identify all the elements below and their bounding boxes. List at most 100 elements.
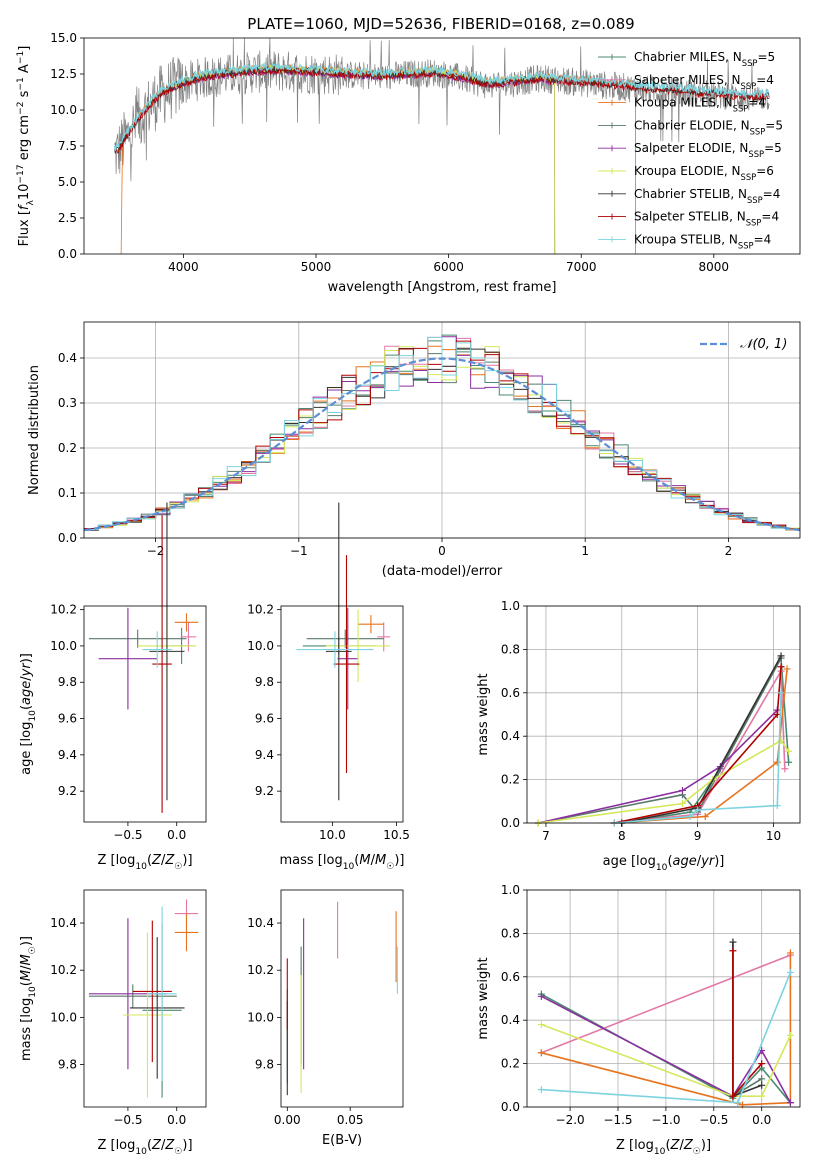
weight-point — [678, 786, 686, 794]
y-tick-label: 0.2 — [501, 773, 520, 787]
weight-point — [785, 747, 793, 755]
y-axis-label: mass weight — [476, 957, 491, 1039]
panel-spectrum: 4000 5000 6000 7000 8000 0.0 2.5 5.0 7.5 10.0 12.5… — [16, 31, 801, 295]
y-tick-label: 9.8 — [255, 675, 274, 689]
legend-label: Kroupa MILES, NSSP=4 — [634, 96, 766, 114]
y-tick-label: 10.0 — [247, 1010, 274, 1024]
plot-area — [83, 334, 801, 532]
weight-series-line — [614, 666, 782, 824]
y-tick-label: 9.6 — [255, 712, 274, 726]
y-tick-label: 0.2 — [501, 1057, 520, 1071]
weight-series-line — [541, 1023, 792, 1097]
x-axis-label: mass [log10(M/M☉)] — [280, 853, 405, 872]
x-axis-label: E(B-V) — [322, 1133, 362, 1148]
legend-label: Salpeter STELIB, NSSP=4 — [634, 210, 779, 228]
legend-label: Chabrier ELODIE, NSSP=5 — [634, 118, 783, 136]
legend-label: Chabrier STELIB, NSSP=4 — [634, 187, 780, 205]
weight-point — [694, 806, 702, 814]
model-spectrum — [113, 62, 770, 152]
panel-age_vs_mass: 10.0 10.5 9.2 9.4 9.6 9.8 10.0 10.2 mass [log10(… — [247, 502, 410, 872]
y-tick-label: 9.4 — [255, 748, 274, 762]
panel-mass_weight_vs_age: 7 8 9 10 0.0 0.2 0.4 0.6 0.8 1.0 age [log10(age/yr… — [476, 599, 801, 873]
model-spectrum — [120, 63, 637, 255]
plot-area — [296, 502, 391, 801]
weight-series-line — [541, 954, 791, 1054]
x-axis-label: wavelength [Angstrom, rest frame] — [328, 280, 557, 295]
y-tick-label: 0.4 — [501, 729, 520, 743]
plot-area — [88, 502, 199, 813]
histogram-series — [84, 346, 800, 530]
weight-series-line — [538, 709, 778, 824]
y-tick-label: 0.8 — [501, 642, 520, 656]
y-tick-label: 10.0 — [50, 639, 77, 653]
legend-label: Salpeter ELODIE, NSSP=5 — [634, 141, 782, 159]
x-tick-label: −2 — [147, 544, 165, 558]
weight-point — [686, 812, 694, 820]
weight-point — [701, 812, 709, 820]
weight-point — [537, 1086, 545, 1094]
axes-frame — [83, 37, 801, 255]
y-axis-label: Normed distribution — [27, 365, 42, 495]
x-tick-label: 0.0 — [752, 1113, 771, 1127]
y-tick-label: 0.1 — [58, 486, 77, 500]
panel-residuals: −2 −1 0 1 2 0.0 0.1 0.2 0.3 0.4 (data-model)/error… — [27, 321, 801, 579]
y-tick-label: 0.2 — [58, 441, 77, 455]
y-tick-label: 9.4 — [58, 748, 77, 762]
x-tick-label: 4000 — [168, 260, 199, 274]
x-tick-label: −1.0 — [651, 1113, 680, 1127]
y-tick-label: 9.8 — [58, 675, 77, 689]
y-tick-label: 0.8 — [501, 926, 520, 940]
y-tick-label: 0.4 — [501, 1013, 520, 1027]
weight-point — [773, 802, 781, 810]
y-tick-label: 10.0 — [247, 639, 274, 653]
x-tick-label: 0.05 — [337, 1113, 364, 1127]
weight-point — [786, 949, 794, 957]
y-tick-label: 10.2 — [50, 963, 77, 977]
y-tick-label: 5.0 — [58, 175, 77, 189]
legend: Chabrier MILES, NSSP=5 Salpeter MILES, NS… — [598, 50, 783, 250]
weight-point — [729, 1092, 737, 1100]
y-tick-label: 0.0 — [58, 531, 77, 545]
axes-frame — [280, 605, 404, 823]
y-tick-label: 9.2 — [255, 784, 274, 798]
y-tick-label: 0.6 — [501, 970, 520, 984]
x-axis-label: Z [log10(Z/Z☉)] — [97, 853, 192, 872]
legend-label: Kroupa ELODIE, NSSP=6 — [634, 164, 774, 182]
y-tick-label: 12.5 — [50, 67, 77, 81]
axes-frame — [280, 889, 404, 1108]
x-tick-label: −0.5 — [113, 828, 142, 842]
y-tick-label: 10.4 — [247, 916, 274, 930]
plot-area — [534, 652, 793, 827]
y-tick-label: 0.4 — [58, 351, 77, 365]
weight-point — [786, 968, 794, 976]
weight-series-line — [541, 995, 792, 1104]
plot-area — [537, 938, 794, 1109]
weight-point — [786, 1099, 794, 1107]
x-tick-label: 5000 — [301, 260, 332, 274]
y-tick-label: 0.0 — [501, 816, 520, 830]
weight-point — [773, 758, 781, 766]
y-tick-label: 10.2 — [247, 963, 274, 977]
y-axis-label: mass weight — [476, 673, 491, 755]
weight-point — [678, 799, 686, 807]
y-tick-label: 10.4 — [50, 916, 77, 930]
axes-frame — [526, 889, 801, 1108]
x-tick-label: 1 — [581, 544, 589, 558]
x-tick-label: −2.0 — [556, 1113, 585, 1127]
plot-area — [88, 899, 199, 1098]
axes-frame — [83, 889, 207, 1108]
axes-frame — [83, 321, 801, 539]
weight-point — [777, 689, 785, 697]
y-tick-label: 0.6 — [501, 686, 520, 700]
y-tick-label: 9.8 — [255, 1058, 274, 1072]
weight-series-line — [621, 655, 782, 824]
weight-point — [777, 652, 785, 660]
x-tick-label: −1.5 — [603, 1113, 632, 1127]
weight-point — [781, 765, 789, 773]
weight-series-line — [541, 952, 792, 1106]
x-tick-label: 0.0 — [167, 828, 186, 842]
x-axis-label: age [log10(age/yr)] — [603, 854, 725, 873]
x-tick-label: 10.5 — [383, 828, 410, 842]
x-tick-label: −0.5 — [113, 1113, 142, 1127]
